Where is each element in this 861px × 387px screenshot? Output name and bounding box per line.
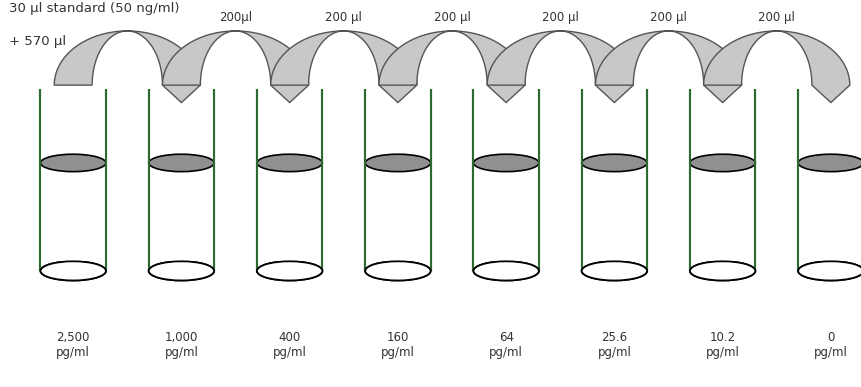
Ellipse shape <box>365 261 430 281</box>
Bar <box>149 97 214 271</box>
Polygon shape <box>487 31 634 103</box>
Ellipse shape <box>149 261 214 281</box>
Text: 30 μl standard (50 ng/ml): 30 μl standard (50 ng/ml) <box>9 2 179 15</box>
Ellipse shape <box>149 154 214 172</box>
Text: 25.6
pg/ml: 25.6 pg/ml <box>598 331 631 359</box>
Ellipse shape <box>257 154 322 172</box>
Text: 160
pg/ml: 160 pg/ml <box>381 331 415 359</box>
Text: 400
pg/ml: 400 pg/ml <box>273 331 307 359</box>
Polygon shape <box>703 31 850 103</box>
Bar <box>474 97 539 271</box>
Polygon shape <box>163 31 308 103</box>
Text: 64
pg/ml: 64 pg/ml <box>489 331 523 359</box>
Ellipse shape <box>40 261 106 281</box>
Text: 200 μl: 200 μl <box>650 11 687 24</box>
Text: 10.2
pg/ml: 10.2 pg/ml <box>706 331 740 359</box>
Bar <box>257 97 322 271</box>
Bar <box>582 163 647 261</box>
Ellipse shape <box>582 261 647 281</box>
Bar <box>365 163 430 261</box>
Text: 200μl: 200μl <box>219 11 252 24</box>
Ellipse shape <box>582 154 647 172</box>
Text: 0
pg/ml: 0 pg/ml <box>814 331 848 359</box>
Ellipse shape <box>474 261 539 281</box>
Ellipse shape <box>257 261 322 281</box>
Text: 200 μl: 200 μl <box>434 11 470 24</box>
Polygon shape <box>54 31 201 103</box>
Ellipse shape <box>40 261 106 281</box>
Bar <box>690 97 755 271</box>
Bar <box>690 163 755 261</box>
Ellipse shape <box>690 261 755 281</box>
Ellipse shape <box>798 261 861 281</box>
Ellipse shape <box>149 261 214 281</box>
Text: 1,000
pg/ml: 1,000 pg/ml <box>164 331 198 359</box>
Ellipse shape <box>474 154 539 172</box>
Text: 200 μl: 200 μl <box>542 11 579 24</box>
Ellipse shape <box>798 261 861 281</box>
Ellipse shape <box>40 154 106 172</box>
Text: + 570 μl: + 570 μl <box>9 35 65 48</box>
Ellipse shape <box>690 261 755 281</box>
Text: 2,500
pg/ml: 2,500 pg/ml <box>56 331 90 359</box>
Text: 200 μl: 200 μl <box>325 11 362 24</box>
Bar <box>40 163 106 261</box>
Ellipse shape <box>798 154 861 172</box>
Text: 200 μl: 200 μl <box>759 11 796 24</box>
Ellipse shape <box>365 261 430 281</box>
Polygon shape <box>270 31 417 103</box>
Polygon shape <box>596 31 741 103</box>
Bar <box>365 97 430 271</box>
Bar <box>257 163 322 261</box>
Bar <box>798 163 861 261</box>
Ellipse shape <box>582 261 647 281</box>
Bar <box>149 163 214 261</box>
Bar <box>474 163 539 261</box>
Ellipse shape <box>690 154 755 172</box>
Ellipse shape <box>474 261 539 281</box>
Bar <box>798 97 861 271</box>
Bar <box>40 97 106 271</box>
Ellipse shape <box>257 261 322 281</box>
Ellipse shape <box>365 154 430 172</box>
Polygon shape <box>379 31 525 103</box>
Bar <box>582 97 647 271</box>
